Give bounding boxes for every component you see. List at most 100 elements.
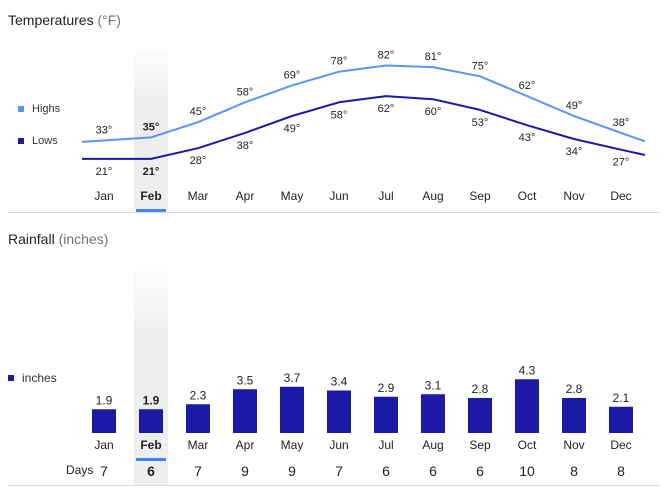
low-temp-label: 43°: [519, 132, 536, 144]
rainy-days-value: 6: [429, 463, 437, 479]
lows-swatch-icon: [18, 138, 24, 144]
month-tab-temperatures[interactable]: Nov: [563, 189, 584, 203]
rainy-days-value: 6: [382, 463, 390, 479]
rainfall-value-label: 2.9: [378, 381, 395, 395]
month-tab-temperatures[interactable]: Jun: [329, 189, 348, 203]
month-tab-rainfall[interactable]: May: [281, 438, 304, 452]
month-tab-rainfall[interactable]: Dec: [610, 438, 631, 452]
month-tab-temperatures[interactable]: Dec: [610, 189, 631, 203]
bottom-divider: [8, 485, 660, 486]
rainy-days-value: 8: [570, 463, 578, 479]
rainfall-title-text: Rainfall: [8, 231, 55, 247]
legend-highs: Highs: [18, 103, 60, 115]
legend-lows: Lows: [18, 135, 58, 147]
rainfall-bar: [139, 409, 163, 433]
rainy-days-value: 8: [617, 463, 625, 479]
rainy-days-value: 10: [519, 463, 535, 479]
high-temp-label: 81°: [425, 51, 442, 63]
high-temp-label: 38°: [613, 117, 630, 129]
month-tab-rainfall[interactable]: Jul: [378, 438, 393, 452]
month-tab-temperatures[interactable]: Jul: [378, 189, 393, 203]
legend-highs-label: Highs: [32, 103, 61, 115]
rainfall-bar: [609, 406, 633, 433]
month-tab-rainfall[interactable]: Aug: [422, 438, 443, 452]
month-tab-rainfall[interactable]: Oct: [518, 438, 537, 452]
rainy-days-value: 7: [335, 463, 343, 479]
month-tab-temperatures[interactable]: Jan: [94, 189, 113, 203]
low-temp-label: 62°: [378, 103, 395, 115]
temperatures-unit: (°F): [97, 12, 121, 28]
low-temp-label: 58°: [331, 109, 348, 121]
rainfall-value-label: 1.9: [96, 393, 113, 407]
month-tab-rainfall[interactable]: Apr: [236, 438, 255, 452]
days-label: Days: [66, 463, 94, 477]
rainfall-bar: [515, 379, 539, 433]
low-temp-label: 21°: [96, 166, 113, 178]
high-temp-label: 62°: [519, 80, 536, 92]
highs-swatch-icon: [18, 106, 24, 112]
low-temp-label: 21°: [143, 166, 160, 178]
low-temp-label: 27°: [613, 157, 630, 169]
month-tab-rainfall[interactable]: Mar: [188, 438, 209, 452]
month-tab-temperatures[interactable]: Apr: [236, 189, 255, 203]
rainy-days-value: 6: [147, 463, 155, 479]
rainfall-swatch-icon: [8, 375, 14, 381]
temperatures-title: Temperatures (°F): [8, 12, 121, 28]
rainy-days-value: 6: [476, 463, 484, 479]
rainfall-value-label: 2.3: [190, 388, 207, 402]
rainy-days-value: 7: [194, 463, 202, 479]
rainfall-value-label: 2.8: [566, 382, 583, 396]
month-tab-rainfall[interactable]: Sep: [469, 438, 491, 452]
high-temp-label: 33°: [96, 125, 113, 137]
rainfall-value-label: 4.3: [519, 363, 536, 377]
high-temp-label: 45°: [190, 106, 207, 118]
high-temp-label: 58°: [237, 86, 254, 98]
rainfall-bar: [92, 409, 116, 433]
legend-lows-label: Lows: [32, 135, 58, 147]
month-tab-temperatures[interactable]: Sep: [469, 189, 491, 203]
highs-line: [81, 64, 646, 143]
rainfall-bar: [468, 398, 492, 433]
low-temp-label: 53°: [472, 117, 489, 129]
rainfall-bar: [562, 398, 586, 433]
rainfall-title: Rainfall (inches): [8, 231, 108, 247]
high-temp-label: 49°: [566, 100, 583, 112]
month-tab-rainfall[interactable]: Feb: [140, 438, 161, 452]
month-tab-temperatures[interactable]: May: [281, 189, 304, 203]
selected-month-highlight-rainfall: [134, 270, 168, 485]
rainfall-bar: [327, 390, 351, 433]
high-temp-label: 69°: [284, 69, 301, 81]
low-temp-label: 34°: [566, 146, 583, 158]
month-tab-temperatures[interactable]: Feb: [140, 189, 161, 203]
rainfall-value-label: 3.5: [237, 373, 254, 387]
month-tab-temperatures[interactable]: Mar: [188, 189, 209, 203]
rainfall-bar: [233, 389, 257, 433]
month-tab-rainfall[interactable]: Jun: [329, 438, 348, 452]
legend-rainfall-label: inches: [22, 371, 57, 385]
section-divider: [8, 212, 660, 213]
month-tab-rainfall[interactable]: Nov: [563, 438, 584, 452]
selected-month-highlight-temperatures: [134, 52, 168, 209]
rainy-days-value: 9: [288, 463, 296, 479]
low-temp-label: 60°: [425, 106, 442, 118]
rainfall-bar: [186, 404, 210, 433]
rainfall-unit: (inches): [58, 231, 109, 247]
month-tab-temperatures[interactable]: Aug: [422, 189, 443, 203]
temperatures-title-text: Temperatures: [8, 12, 94, 28]
legend-rainfall: inches: [8, 371, 57, 385]
rainy-days-value: 9: [241, 463, 249, 479]
rainfall-value-label: 2.1: [613, 391, 630, 405]
low-temp-label: 49°: [284, 123, 301, 135]
rainfall-bar: [421, 394, 445, 433]
high-temp-label: 82°: [378, 50, 395, 62]
high-temp-label: 35°: [143, 121, 160, 133]
low-temp-label: 28°: [190, 155, 207, 167]
rainfall-value-label: 3.1: [425, 378, 442, 392]
selected-month-indicator-temperatures: [136, 209, 166, 212]
rainy-days-value: 7: [100, 463, 108, 479]
rainfall-value-label: 3.7: [284, 371, 301, 385]
month-tab-rainfall[interactable]: Jan: [94, 438, 113, 452]
month-tab-temperatures[interactable]: Oct: [518, 189, 537, 203]
lows-line: [82, 95, 646, 160]
